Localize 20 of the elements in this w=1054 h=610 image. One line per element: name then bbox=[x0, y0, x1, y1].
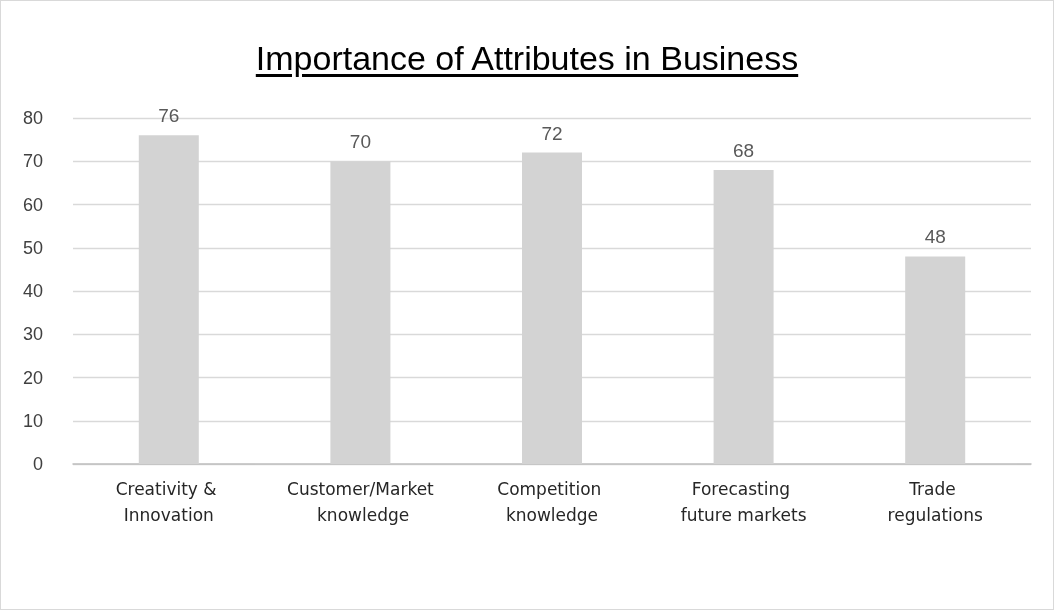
x-tick-label: Competition knowledge bbox=[497, 479, 607, 525]
data-label: 72 bbox=[541, 122, 563, 144]
x-tick-label: Forecasting future markets bbox=[680, 479, 807, 525]
y-tick-label: 50 bbox=[22, 237, 43, 258]
data-label: 48 bbox=[924, 226, 946, 248]
data-label: 68 bbox=[733, 139, 755, 161]
data-label: 70 bbox=[349, 131, 371, 153]
y-tick-label: 30 bbox=[22, 324, 43, 345]
y-tick-label: 70 bbox=[22, 151, 43, 172]
y-tick-label: 40 bbox=[22, 281, 43, 301]
y-tick-label: 20 bbox=[22, 367, 43, 388]
y-tick-label: 0 bbox=[32, 454, 43, 474]
chart-title: Importance of Attributes in Business bbox=[254, 39, 800, 78]
y-tick-label: 10 bbox=[22, 410, 43, 431]
x-tick-label: Customer/Market knowledge bbox=[287, 479, 435, 525]
y-tick-label: 80 bbox=[22, 108, 43, 128]
x-tick-label: Creativity & Innovation bbox=[115, 479, 222, 525]
data-label: 76 bbox=[158, 105, 180, 127]
x-tick-label: Trade regulations bbox=[887, 479, 983, 525]
y-tick-label: 60 bbox=[22, 194, 43, 215]
